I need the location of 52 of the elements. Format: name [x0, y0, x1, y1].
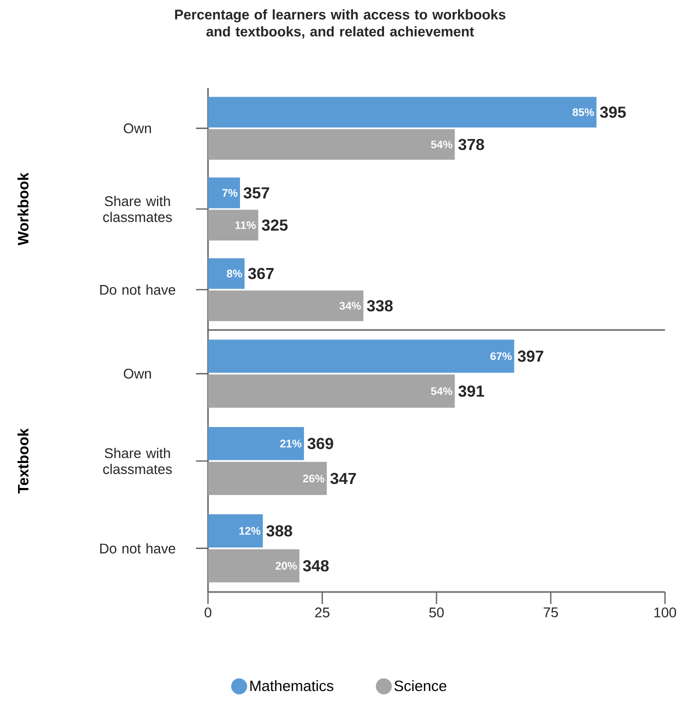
bar [208, 290, 364, 322]
annotation: 369 [308, 438, 334, 450]
chart-title: Percentage of learners with access to workbooks and textbooks, and related achievement [175, 9, 506, 38]
data-label: 54% [430, 387, 452, 395]
bar [208, 178, 240, 208]
annotation: 395 [600, 106, 626, 118]
bar [208, 374, 455, 408]
y-tick-label: Do not have [100, 543, 176, 554]
data-label: 85% [572, 108, 594, 116]
y-tick-label: Do not have [100, 284, 176, 295]
bar [208, 340, 514, 373]
bar [208, 426, 304, 460]
y-axis-title: Workbook [18, 172, 28, 246]
bar [208, 258, 245, 289]
bar [208, 129, 455, 160]
bar [208, 96, 596, 128]
legend-label: Mathematics [250, 680, 334, 692]
y-tick-label: Own [124, 368, 151, 379]
data-label: 8% [226, 270, 242, 278]
data-label: 67% [490, 352, 512, 360]
y-tick-label: Share with classmates [103, 196, 172, 222]
annotation: 357 [244, 187, 270, 199]
data-label: 20% [276, 562, 297, 570]
legend-label: Science [394, 680, 446, 692]
x-tick-label: 100 [654, 608, 676, 618]
annotation: 367 [248, 268, 274, 280]
y-tick-label: Share with classmates [103, 448, 172, 474]
x-tick-label: 25 [315, 608, 330, 618]
bar [208, 462, 327, 496]
data-label: 26% [303, 474, 324, 482]
data-label: 21% [280, 440, 302, 448]
annotation: 348 [302, 560, 329, 572]
bar [208, 210, 258, 240]
annotation: 338 [366, 300, 393, 312]
bar [208, 549, 300, 582]
annotation: 378 [458, 138, 484, 150]
data-label: 34% [340, 302, 361, 310]
y-axis-title: Textbook [18, 428, 28, 494]
annotation: 397 [518, 350, 544, 362]
data-label: 54% [430, 140, 452, 148]
y-tick-label: Own [124, 123, 151, 134]
annotation: 388 [266, 525, 292, 537]
x-tick-label: 75 [544, 608, 558, 618]
x-tick-label: 50 [429, 608, 444, 618]
data-label: 11% [235, 221, 256, 229]
bar [208, 514, 263, 548]
data-label: 12% [239, 527, 260, 535]
annotation: 347 [330, 472, 356, 484]
annotation: 325 [262, 219, 288, 231]
annotation: 391 [458, 385, 484, 397]
x-tick-label: 0 [204, 608, 212, 618]
data-label: 7% [222, 189, 238, 197]
